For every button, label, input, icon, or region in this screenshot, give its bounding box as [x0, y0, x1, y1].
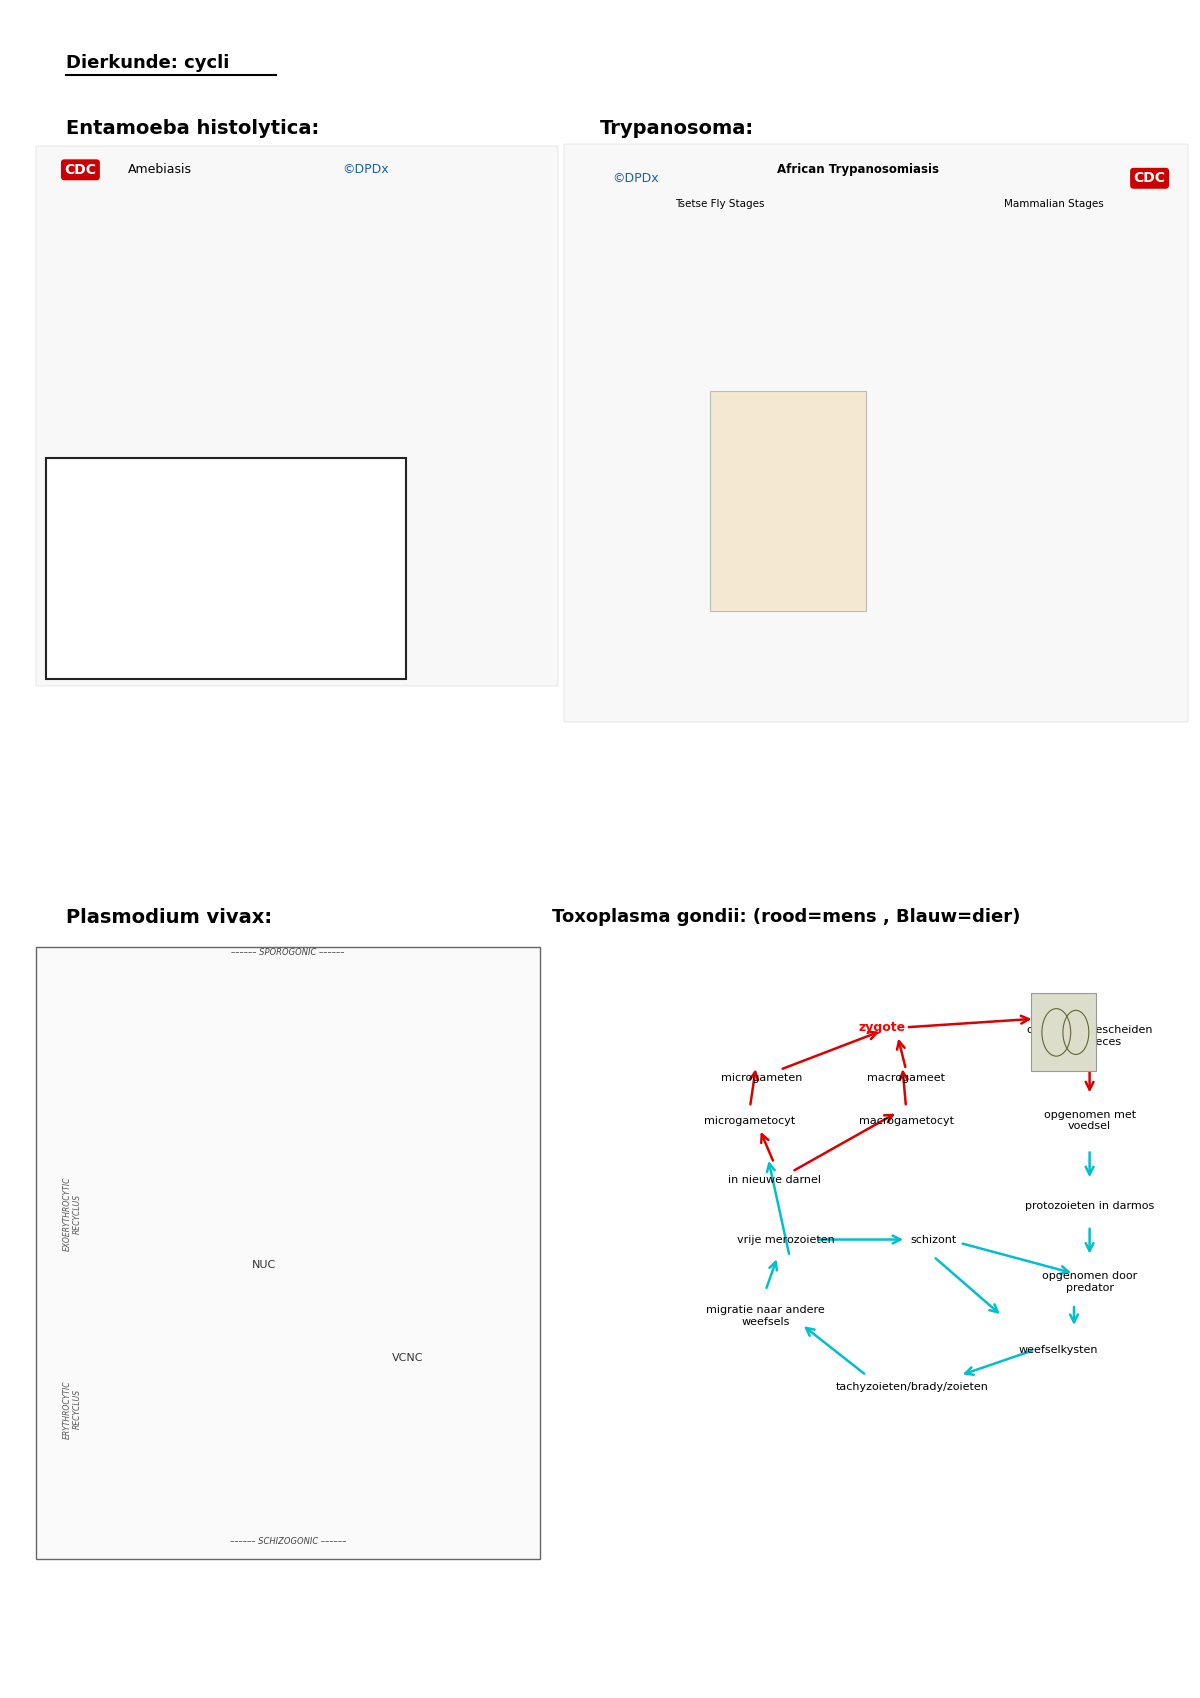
Text: Entamoeba histolytica:: Entamoeba histolytica:	[66, 119, 319, 138]
FancyBboxPatch shape	[36, 947, 540, 1559]
Text: microgameten: microgameten	[721, 1073, 803, 1083]
FancyBboxPatch shape	[36, 146, 558, 686]
Text: CDC: CDC	[1134, 171, 1165, 185]
FancyBboxPatch shape	[710, 391, 866, 611]
Text: macrogametocyt: macrogametocyt	[858, 1116, 954, 1126]
Text: weefselkysten: weefselkysten	[1019, 1345, 1098, 1355]
Text: African Trypanosomiasis: African Trypanosomiasis	[778, 163, 940, 177]
Text: in nieuwe darnel: in nieuwe darnel	[727, 1175, 821, 1185]
Text: ©DPDx: ©DPDx	[343, 163, 389, 177]
Text: protozoieten in darmos: protozoieten in darmos	[1025, 1200, 1154, 1211]
Text: ©DPDx: ©DPDx	[613, 171, 659, 185]
Text: NUC: NUC	[252, 1260, 276, 1270]
Text: Dierkunde: cycli: Dierkunde: cycli	[66, 54, 229, 73]
Text: –––––– SPOROGONIC ––––––: –––––– SPOROGONIC ––––––	[232, 947, 344, 958]
Text: EXOERYTHROCYTIC
RECYCLUS: EXOERYTHROCYTIC RECYCLUS	[62, 1177, 82, 1251]
Text: Trypanosoma:: Trypanosoma:	[600, 119, 754, 138]
Text: opgenomen met
voedsel: opgenomen met voedsel	[1044, 1110, 1135, 1131]
Text: macrogameet: macrogameet	[866, 1073, 946, 1083]
Text: Plasmodium vivax:: Plasmodium vivax:	[66, 908, 272, 927]
Text: migratie naar andere
weefsels: migratie naar andere weefsels	[707, 1306, 824, 1326]
FancyBboxPatch shape	[46, 458, 406, 679]
Text: –––––– SCHIZOGONIC ––––––: –––––– SCHIZOGONIC ––––––	[230, 1537, 346, 1547]
Text: ERYTHROCYTIC
RECYCLUS: ERYTHROCYTIC RECYCLUS	[62, 1380, 82, 1438]
Text: zygote: zygote	[858, 1020, 906, 1034]
Text: microgametocyt: microgametocyt	[704, 1116, 796, 1126]
Text: vrije merozoieten: vrije merozoieten	[737, 1234, 835, 1245]
Text: opgenomen door
predator: opgenomen door predator	[1042, 1272, 1138, 1292]
Text: VCNC: VCNC	[392, 1353, 424, 1363]
Text: CDC: CDC	[65, 163, 96, 177]
Text: Toxoplasma gondii: (rood=mens , Blauw=dier): Toxoplasma gondii: (rood=mens , Blauw=di…	[552, 908, 1020, 927]
FancyBboxPatch shape	[564, 144, 1188, 722]
Text: Amebiasis: Amebiasis	[127, 163, 192, 177]
Text: schizont: schizont	[911, 1234, 956, 1245]
Text: tachyzoieten/brady/zoieten: tachyzoieten/brady/zoieten	[835, 1382, 989, 1392]
Text: oocyste uitgescheiden
met faeces: oocyste uitgescheiden met faeces	[1027, 1026, 1152, 1046]
FancyBboxPatch shape	[1031, 993, 1096, 1071]
Text: Mammalian Stages: Mammalian Stages	[1003, 199, 1104, 209]
Text: Tsetse Fly Stages: Tsetse Fly Stages	[676, 199, 764, 209]
